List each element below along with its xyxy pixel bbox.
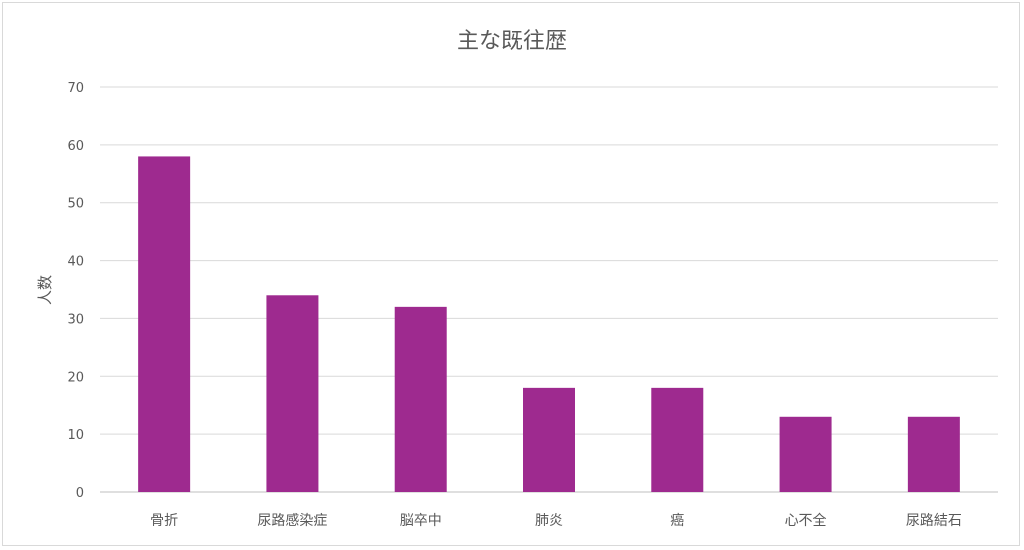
x-tick-label: 肺炎 bbox=[535, 513, 563, 529]
bar bbox=[651, 387, 704, 492]
y-tick-label: 10 bbox=[67, 428, 84, 443]
gridlines bbox=[100, 86, 998, 493]
x-tick-label: 脳卒中 bbox=[400, 513, 442, 529]
y-tick-label: 60 bbox=[67, 139, 84, 154]
y-tick-label: 0 bbox=[76, 486, 84, 501]
bar bbox=[779, 416, 832, 492]
bar bbox=[523, 387, 575, 492]
y-axis-ticks: 0 10 20 30 40 50 60 70 bbox=[67, 81, 84, 501]
x-tick-label: 骨折 bbox=[150, 513, 178, 529]
x-tick-label: 心不全 bbox=[785, 512, 827, 529]
bar bbox=[138, 156, 191, 492]
y-tick-label: 40 bbox=[67, 255, 84, 270]
bar bbox=[266, 295, 319, 492]
y-tick-label: 30 bbox=[67, 312, 84, 327]
bar bbox=[907, 416, 960, 492]
x-tick-label: 癌 bbox=[670, 513, 684, 529]
bars bbox=[138, 156, 960, 492]
x-tick-label: 尿路感染症 bbox=[257, 512, 327, 529]
bar bbox=[394, 306, 447, 492]
y-axis-label: 人数 bbox=[36, 275, 54, 305]
x-tick-label: 尿路結石 bbox=[906, 513, 962, 529]
y-tick-label: 50 bbox=[67, 197, 84, 212]
y-tick-label: 20 bbox=[67, 370, 84, 385]
x-axis-ticks: 骨折 尿路感染症 脳卒中 肺炎 癌 心不全 尿路結石 bbox=[150, 512, 962, 529]
chart-title: 主な既往歴 bbox=[457, 29, 567, 54]
y-tick-label: 70 bbox=[67, 81, 84, 96]
